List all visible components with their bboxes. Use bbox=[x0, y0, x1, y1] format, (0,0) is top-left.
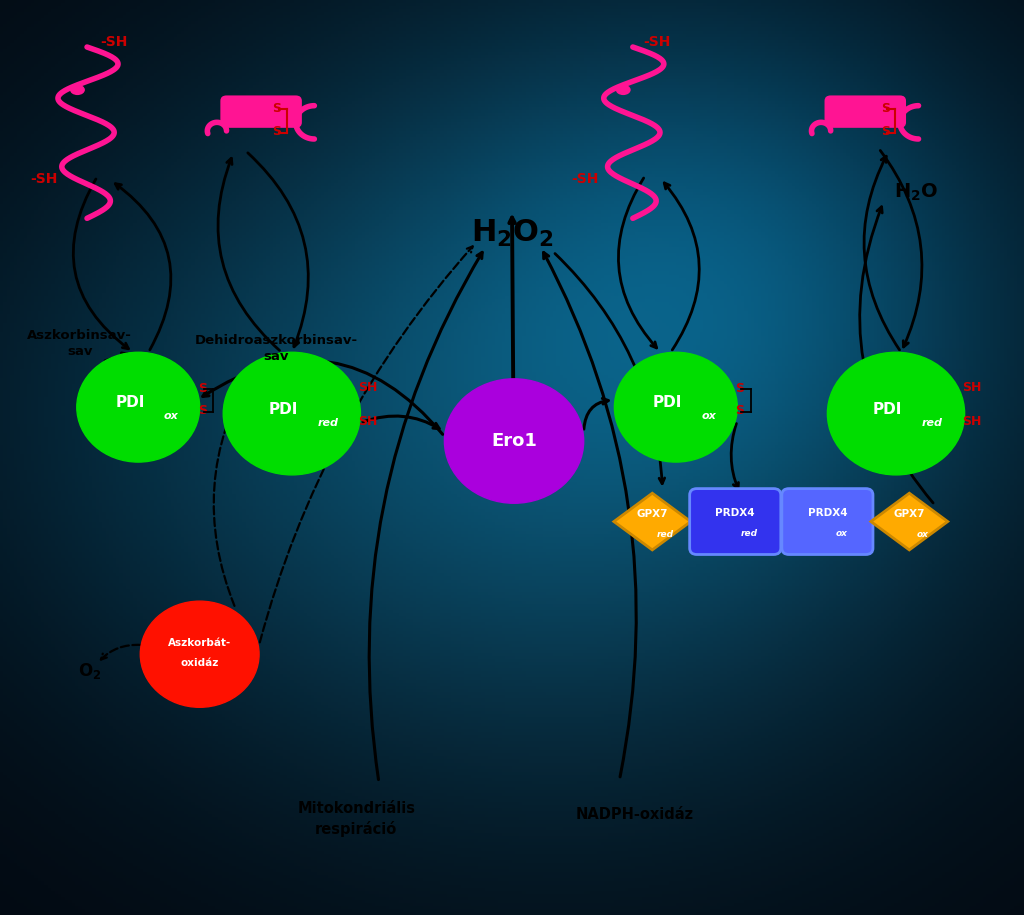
Text: -SH: -SH bbox=[31, 172, 58, 186]
Text: S: S bbox=[198, 404, 207, 417]
Text: ox: ox bbox=[836, 529, 848, 538]
Text: red: red bbox=[741, 529, 758, 538]
Circle shape bbox=[444, 379, 584, 503]
Text: -SH: -SH bbox=[100, 35, 128, 48]
Circle shape bbox=[223, 352, 360, 475]
Text: PDI: PDI bbox=[116, 395, 144, 410]
Text: PDI: PDI bbox=[873, 402, 902, 416]
Text: NADPH-oxidáz: NADPH-oxidáz bbox=[575, 807, 694, 822]
Text: $\mathbf{H_2O_2}$: $\mathbf{H_2O_2}$ bbox=[471, 218, 553, 249]
Text: ox: ox bbox=[164, 412, 178, 421]
Circle shape bbox=[140, 601, 259, 707]
Text: SH: SH bbox=[963, 415, 982, 428]
Text: $\mathbf{H_2O}$: $\mathbf{H_2O}$ bbox=[894, 181, 938, 203]
Text: PDI: PDI bbox=[653, 395, 682, 410]
Text: red: red bbox=[922, 418, 943, 427]
Text: Mitokondriális
respiráció: Mitokondriális respiráció bbox=[297, 801, 416, 837]
Text: PRDX4: PRDX4 bbox=[716, 509, 755, 518]
Text: -SH: -SH bbox=[571, 172, 599, 186]
Text: Aszkorbinsav-: Aszkorbinsav- bbox=[28, 329, 132, 342]
Text: GPX7: GPX7 bbox=[637, 510, 668, 519]
Text: Dehidroaszkorbinsav-: Dehidroaszkorbinsav- bbox=[195, 334, 358, 347]
FancyBboxPatch shape bbox=[782, 489, 872, 554]
Text: Aszkorbát-: Aszkorbát- bbox=[168, 639, 231, 648]
Text: S: S bbox=[272, 102, 282, 114]
Text: -SH: -SH bbox=[643, 35, 671, 48]
Text: S: S bbox=[198, 382, 207, 394]
Polygon shape bbox=[870, 493, 948, 550]
Polygon shape bbox=[614, 493, 690, 550]
Text: S: S bbox=[735, 382, 744, 394]
Text: sav: sav bbox=[68, 345, 92, 358]
Text: red: red bbox=[657, 530, 674, 539]
Text: ox: ox bbox=[701, 412, 716, 421]
Ellipse shape bbox=[615, 84, 631, 95]
Text: SH: SH bbox=[358, 381, 378, 393]
Circle shape bbox=[614, 352, 737, 462]
Text: PDI: PDI bbox=[269, 402, 298, 416]
Ellipse shape bbox=[70, 84, 85, 95]
Text: Ero1: Ero1 bbox=[492, 432, 537, 450]
Text: red: red bbox=[317, 418, 339, 427]
Text: S: S bbox=[881, 102, 890, 114]
Text: PRDX4: PRDX4 bbox=[808, 509, 847, 518]
Text: SH: SH bbox=[963, 381, 982, 393]
Text: oxidáz: oxidáz bbox=[180, 659, 219, 668]
Text: SH: SH bbox=[358, 415, 378, 428]
Text: ox: ox bbox=[916, 530, 929, 539]
Text: sav: sav bbox=[264, 350, 289, 363]
Text: S: S bbox=[881, 125, 890, 138]
FancyBboxPatch shape bbox=[824, 95, 906, 128]
Text: S: S bbox=[735, 404, 744, 417]
FancyBboxPatch shape bbox=[220, 95, 302, 128]
Text: GPX7: GPX7 bbox=[894, 510, 925, 519]
Text: S: S bbox=[272, 125, 282, 138]
Circle shape bbox=[77, 352, 200, 462]
Text: $\mathbf{O_2}$: $\mathbf{O_2}$ bbox=[79, 661, 101, 681]
Circle shape bbox=[827, 352, 965, 475]
FancyBboxPatch shape bbox=[690, 489, 780, 554]
